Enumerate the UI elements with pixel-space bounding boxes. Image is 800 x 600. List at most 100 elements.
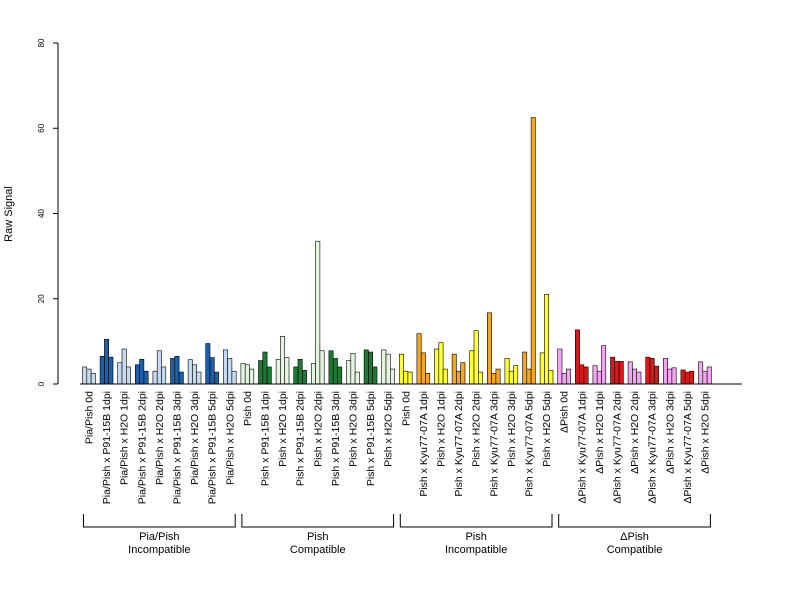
bar [689, 370, 695, 385]
y-tick-label: 80 [37, 38, 46, 47]
bar [82, 366, 88, 385]
bar [196, 371, 202, 385]
group-bracket [558, 514, 711, 528]
bar [240, 363, 246, 385]
bar [372, 366, 378, 385]
category-label: Pia/Pish x H2O 3dpi [189, 391, 201, 485]
bar [231, 370, 237, 385]
bar [706, 366, 712, 385]
bar [385, 353, 391, 385]
category-label: Pia/Pish x H2O 2dpi [154, 391, 166, 485]
bar [662, 358, 668, 385]
category-label: Pish 0d [400, 391, 412, 426]
group-bracket [241, 514, 395, 528]
bar [170, 358, 176, 385]
bar [121, 348, 127, 385]
category-label: Pish x H2O 3dpi [506, 391, 518, 467]
bar [583, 366, 589, 385]
bar [398, 353, 404, 385]
group-label: Compatible [607, 544, 663, 556]
bar [108, 356, 114, 385]
bar [702, 370, 708, 385]
bar [632, 368, 638, 385]
bar [530, 117, 536, 385]
bar [315, 240, 321, 385]
bar [99, 355, 105, 385]
y-axis-title: Raw Signal [3, 186, 15, 242]
category-label: Pish x H2O 5dpi [541, 391, 553, 467]
bar [526, 368, 532, 385]
bar [104, 338, 110, 385]
bar [579, 364, 585, 385]
category-label: Pia/Pish x P91-15B 5dpi [207, 391, 219, 504]
bar [86, 368, 92, 385]
bar [223, 349, 228, 385]
category-label: Pia/Pish x P91-15B 2dpi [136, 391, 148, 504]
bar [434, 348, 440, 385]
bar [368, 351, 373, 385]
bar [143, 370, 149, 385]
category-label: Pish 0d [242, 391, 254, 426]
y-tick-label: 60 [37, 123, 46, 132]
bar [328, 350, 334, 385]
bar [645, 356, 651, 385]
bar [275, 358, 281, 385]
bar [522, 351, 528, 385]
category-label: Pish x P91-15B 1dpi [259, 391, 271, 486]
bar [627, 361, 633, 385]
bar [649, 358, 655, 385]
bar [301, 370, 307, 385]
category-label: Pia/Pish x H2O 1dpi [119, 391, 131, 485]
bar [284, 357, 290, 385]
bar [416, 333, 422, 385]
bar [618, 361, 624, 385]
bar [473, 330, 479, 385]
bar [214, 371, 219, 385]
bar [174, 355, 180, 385]
category-label: Pish x H2O 1dpi [435, 391, 447, 467]
bar [561, 373, 567, 385]
bar [249, 368, 255, 385]
bar [671, 367, 677, 385]
group-label: Pish [307, 531, 328, 543]
bar [227, 358, 233, 385]
bar [565, 368, 571, 385]
bar [156, 350, 162, 385]
bars [82, 117, 712, 385]
bar [513, 365, 519, 385]
category-label: Pia/Pish x P91-15B 3dpi [171, 391, 183, 504]
category-label: Pia/Pish x H2O 5dpi [224, 391, 236, 485]
category-labels: Pia/Pish 0d Pia/Pish x P91-15B 1dpi Pia/Pi… [83, 391, 711, 504]
bar [477, 371, 483, 385]
category-label: Pish x P91-15B 3dpi [330, 391, 342, 486]
bar [407, 371, 413, 385]
bar [152, 370, 158, 385]
bar [293, 366, 299, 385]
group-label: Pia/Pish [139, 531, 179, 543]
bar [244, 364, 250, 385]
bar [346, 360, 352, 385]
group-label: Compatible [290, 544, 346, 556]
bar [337, 366, 343, 385]
category-label: ΔPish x Kyu77-07A 3dpi [647, 391, 659, 504]
category-label: Pish x P91-15B 2dpi [295, 391, 307, 486]
bar [653, 365, 659, 385]
bar [262, 351, 268, 385]
category-label: ΔPish x H2O 5dpi [699, 391, 711, 474]
group-brackets: Pia/PishIncompatiblePishCompatiblePishIn… [83, 514, 711, 556]
category-label: Pia/Pish 0d [83, 391, 95, 444]
y-tick-label: 0 [37, 381, 46, 386]
bar [557, 348, 563, 385]
bar [592, 365, 598, 385]
bar [574, 329, 580, 385]
group-bracket [399, 514, 553, 528]
bar [544, 294, 550, 385]
category-label: Pish x H2O 3dpi [347, 391, 359, 467]
bar [209, 357, 215, 385]
bar [187, 359, 193, 385]
bar [684, 371, 690, 385]
category-label: ΔPish 0d [559, 391, 571, 433]
bar [460, 362, 466, 385]
bar [280, 335, 285, 385]
